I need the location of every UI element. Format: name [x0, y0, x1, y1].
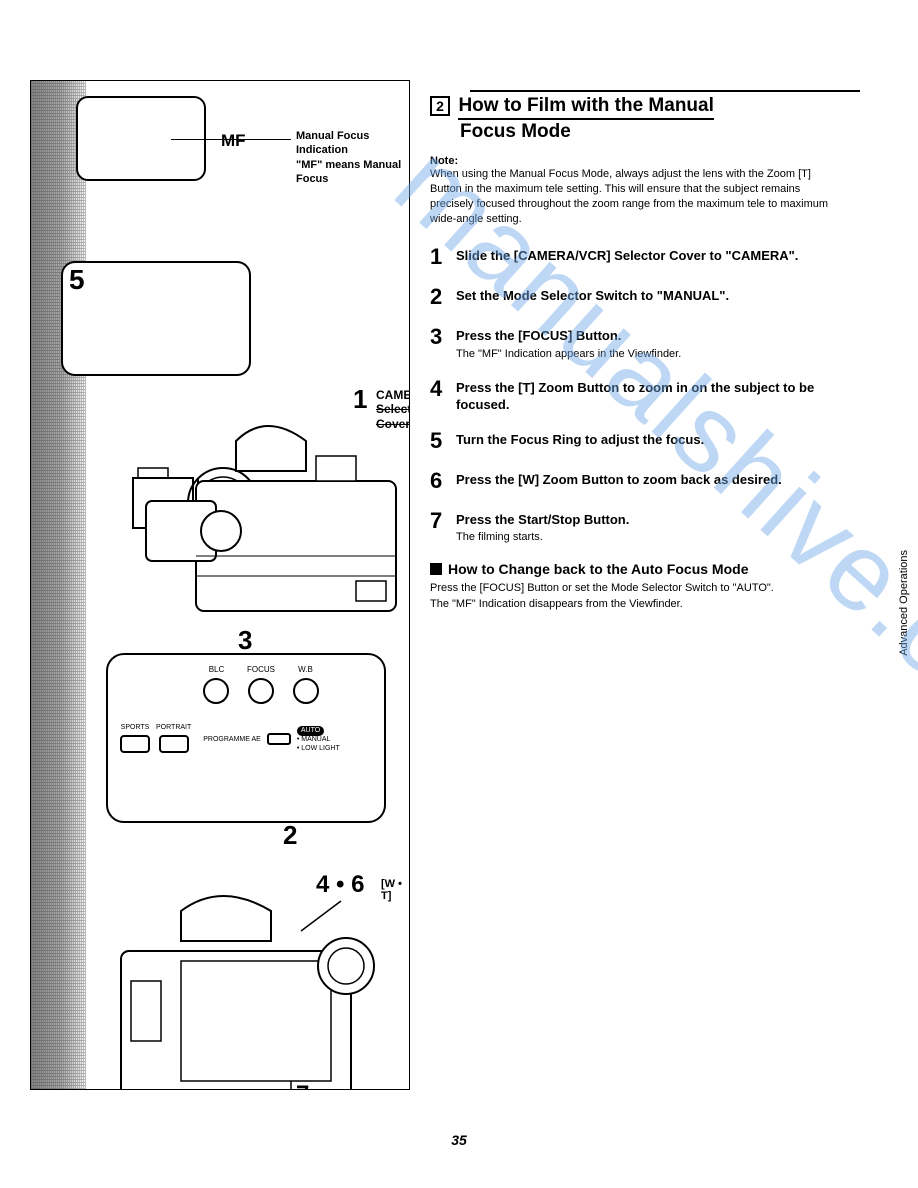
step-subtext: The filming starts.	[456, 530, 629, 545]
step-2: 2Set the Mode Selector Switch to "MANUAL…	[430, 284, 830, 310]
step-number: 3	[430, 324, 456, 361]
note-heading: Note:	[430, 155, 830, 167]
callout-label-1: CAMERA/VCR Selector Cover	[376, 388, 410, 431]
callout-num-2: 2	[283, 820, 297, 851]
step-number: 5	[430, 428, 456, 454]
step-text: Press the [T] Zoom Button to zoom in on …	[456, 376, 830, 414]
step-text: Press the [W] Zoom Button to zoom back a…	[456, 468, 782, 494]
step-text: Set the Mode Selector Switch to "MANUAL"…	[456, 284, 729, 310]
control-panel: 3 2 BLC FOCUS W.B SPORTS PORTRAIT PROGRA…	[106, 653, 386, 823]
camera-body-icon	[126, 401, 410, 631]
step-3: 3Press the [FOCUS] Button.The "MF" Indic…	[430, 324, 830, 361]
step-number: 2	[430, 284, 456, 310]
callout-num-1: 1	[353, 384, 367, 415]
mf-indicator: MF	[221, 131, 246, 151]
step-number: 7	[430, 508, 456, 545]
step-1: 1Slide the [CAMERA/VCR] Selector Cover t…	[430, 244, 830, 270]
diagram-column: MF Manual Focus Indication "MF" means Ma…	[30, 80, 410, 1090]
step-text: Press the Start/Stop Button.The filming …	[456, 508, 629, 545]
mf-label: Manual Focus Indication "MF" means Manua…	[296, 129, 409, 186]
callout-num-3: 3	[238, 625, 252, 656]
side-tab: Advanced Operations	[898, 550, 910, 656]
note-body: When using the Manual Focus Mode, always…	[430, 167, 830, 226]
section-title: 2 How to Film with the Manual	[430, 95, 830, 117]
step-7: 7Press the Start/Stop Button.The filming…	[430, 508, 830, 545]
step-number: 4	[430, 376, 456, 414]
callout-5	[61, 261, 251, 376]
callout-num-4-6: 4 • 6	[316, 871, 364, 899]
callout-num-5: 5	[69, 264, 85, 296]
camera-diagram: MF Manual Focus Indication "MF" means Ma…	[30, 80, 410, 1090]
camera-bottom-icon	[91, 881, 391, 1090]
step-number: 1	[430, 244, 456, 270]
step-number: 6	[430, 468, 456, 494]
step-text: Slide the [CAMERA/VCR] Selector Cover to…	[456, 244, 798, 270]
step-text: Turn the Focus Ring to adjust the focus.	[456, 428, 704, 454]
instructions-column: 2 How to Film with the Manual Focus Mode…	[430, 80, 830, 1090]
step-6: 6Press the [W] Zoom Button to zoom back …	[430, 468, 830, 494]
callout-label-7: Start/Stop Button	[321, 1089, 409, 1090]
subsection-body: Press the [FOCUS] Button or set the Mode…	[430, 581, 830, 612]
step-5: 5Turn the Focus Ring to adjust the focus…	[430, 428, 830, 454]
wt-label: [W • T]	[381, 878, 409, 902]
section-number: 2	[430, 96, 450, 116]
section-subtitle: Focus Mode	[460, 121, 830, 143]
step-subtext: The "MF" Indication appears in the Viewf…	[456, 347, 681, 362]
step-text: Press the [FOCUS] Button.The "MF" Indica…	[456, 324, 681, 361]
subsection-title: How to Change back to the Auto Focus Mod…	[430, 561, 830, 577]
step-4: 4Press the [T] Zoom Button to zoom in on…	[430, 376, 830, 414]
page-number: 35	[451, 1132, 467, 1148]
callout-num-7: 7	[296, 1081, 309, 1090]
square-bullet-icon	[430, 563, 442, 575]
